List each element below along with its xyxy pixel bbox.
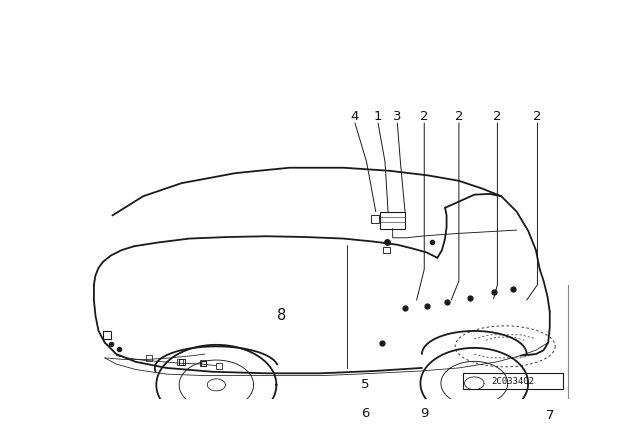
Text: 2: 2 (493, 110, 502, 123)
Text: 2: 2 (533, 110, 541, 123)
Text: 9: 9 (420, 407, 428, 420)
Bar (103, 331, 111, 339)
Text: 3: 3 (393, 110, 401, 123)
Text: 2C033402: 2C033402 (492, 376, 534, 386)
Text: 5: 5 (361, 379, 369, 392)
Text: 4: 4 (351, 110, 359, 123)
Text: 7: 7 (545, 409, 554, 422)
Text: 2: 2 (420, 110, 429, 123)
Bar (383, 247, 390, 253)
Bar (371, 215, 379, 223)
Bar (216, 362, 221, 369)
Bar (179, 359, 185, 365)
Bar (463, 373, 563, 389)
Bar (147, 355, 152, 361)
Bar (200, 360, 206, 366)
Bar (201, 361, 206, 366)
Text: 1: 1 (374, 110, 382, 123)
Bar (380, 211, 405, 228)
Text: 8: 8 (277, 308, 287, 323)
Text: 2: 2 (454, 110, 463, 123)
Text: 6: 6 (361, 407, 369, 420)
Bar (177, 359, 183, 365)
